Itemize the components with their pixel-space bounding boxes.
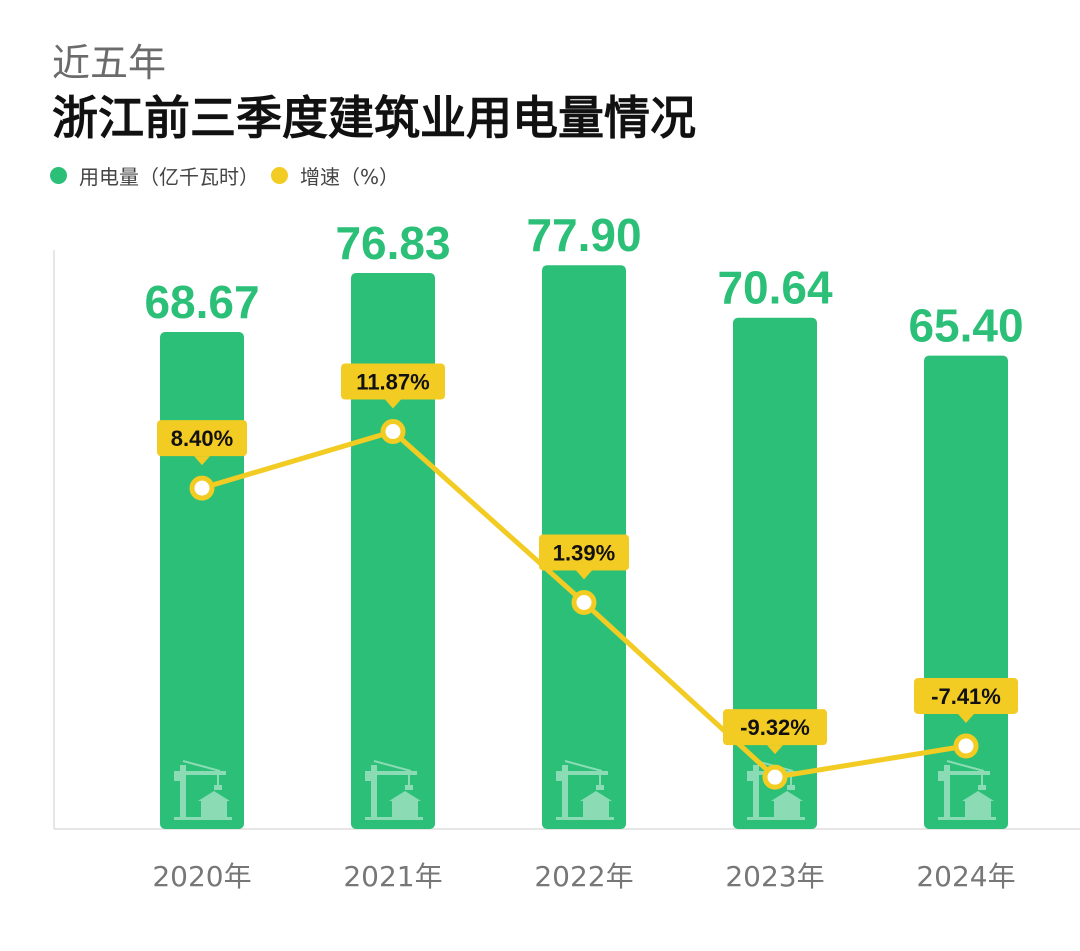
house-body bbox=[774, 801, 800, 817]
x-tick-label-1: 2021年 bbox=[343, 860, 442, 893]
chart-subtitle: 近五年 bbox=[52, 41, 167, 85]
growth-value-label-4: -7.41% bbox=[931, 684, 1001, 709]
legend-label-growth: 增速（%） bbox=[300, 165, 400, 189]
crane-counterweight bbox=[365, 775, 377, 781]
ground-line bbox=[174, 817, 232, 820]
legend-dot-power bbox=[50, 167, 67, 184]
house-roof bbox=[962, 791, 994, 801]
growth-callout-pointer-0 bbox=[194, 456, 210, 466]
growth-callout-1 bbox=[341, 363, 445, 400]
crane-cable-top bbox=[182, 760, 221, 772]
crane-mast bbox=[562, 765, 568, 817]
x-tick-label-0: 2020年 bbox=[152, 860, 251, 893]
x-tick-label-4: 2024年 bbox=[916, 860, 1015, 893]
house-roof bbox=[389, 791, 421, 801]
growth-point-1 bbox=[380, 419, 406, 445]
bar-value-label-2: 77.90 bbox=[526, 209, 641, 261]
growth-value-label-3: -9.32% bbox=[740, 715, 810, 740]
bar-0 bbox=[160, 332, 244, 829]
growth-point-2 bbox=[571, 589, 597, 615]
growth-callout-4 bbox=[914, 677, 1018, 714]
crane-jib bbox=[556, 771, 608, 775]
crane-hook bbox=[405, 785, 413, 790]
crane-cable-top bbox=[564, 760, 603, 772]
crane-mast bbox=[180, 765, 186, 817]
growth-value-label-2: 1.39% bbox=[553, 540, 615, 565]
growth-callout-2 bbox=[539, 534, 629, 571]
crane-counterweight bbox=[747, 775, 759, 781]
legend-item-power: 用电量（亿千瓦时） bbox=[50, 161, 259, 190]
ground-line bbox=[747, 817, 805, 820]
growth-value-label-1: 11.87% bbox=[356, 370, 429, 395]
house-roof bbox=[771, 791, 803, 801]
house-roof bbox=[198, 791, 230, 801]
header: 近五年 浙江前三季度建筑业用电量情况 bbox=[52, 40, 696, 146]
x-tick-label-2: 2022年 bbox=[534, 860, 633, 893]
crane-icon-4 bbox=[938, 760, 996, 820]
ground-line bbox=[365, 817, 423, 820]
crane-counterweight bbox=[174, 775, 186, 781]
crane-hook bbox=[787, 785, 795, 790]
house-body bbox=[201, 801, 227, 817]
legend: 用电量（亿千瓦时） 增速（%） bbox=[50, 161, 411, 190]
legend-label-power: 用电量（亿千瓦时） bbox=[79, 165, 259, 189]
crane-mast bbox=[371, 765, 377, 817]
crane-hook bbox=[978, 785, 986, 790]
crane-hook bbox=[214, 785, 222, 790]
bar-value-label-1: 76.83 bbox=[335, 217, 450, 269]
growth-callout-3 bbox=[723, 709, 827, 746]
house-roof bbox=[580, 791, 612, 801]
crane-mast bbox=[944, 765, 950, 817]
growth-callout-pointer-1 bbox=[385, 399, 401, 409]
crane-hook bbox=[596, 785, 604, 790]
growth-point-0 bbox=[189, 475, 215, 501]
growth-callout-0 bbox=[157, 420, 247, 457]
bar-3 bbox=[733, 317, 817, 829]
crane-counterweight bbox=[556, 775, 568, 781]
growth-point-3 bbox=[762, 764, 788, 790]
growth-point-4 bbox=[953, 733, 979, 759]
crane-mast bbox=[753, 765, 759, 817]
legend-item-growth: 增速（%） bbox=[271, 161, 399, 190]
crane-counterweight bbox=[938, 775, 950, 781]
crane-cable-top bbox=[946, 760, 985, 772]
x-tick-label-3: 2023年 bbox=[725, 860, 824, 893]
growth-callout-pointer-4 bbox=[958, 713, 974, 723]
growth-callout-pointer-3 bbox=[767, 745, 783, 755]
house-body bbox=[965, 801, 991, 817]
crane-jib bbox=[174, 771, 226, 775]
growth-value-label-0: 8.40% bbox=[171, 426, 233, 451]
house-body bbox=[583, 801, 609, 817]
ground-line bbox=[556, 817, 614, 820]
chart-title: 浙江前三季度建筑业用电量情况 bbox=[52, 91, 696, 145]
crane-jib bbox=[365, 771, 417, 775]
crane-icon-2 bbox=[556, 760, 614, 820]
bar-value-label-0: 68.67 bbox=[144, 276, 259, 328]
crane-jib bbox=[938, 771, 990, 775]
crane-icon-0 bbox=[174, 760, 232, 820]
crane-icon-1 bbox=[365, 760, 423, 820]
crane-cable-top bbox=[373, 760, 412, 772]
bar-value-label-4: 65.40 bbox=[908, 300, 1023, 352]
legend-dot-growth bbox=[271, 167, 288, 184]
ground-line bbox=[938, 817, 996, 820]
bar-1 bbox=[351, 272, 435, 829]
bar-value-label-3: 70.64 bbox=[717, 262, 833, 314]
growth-callout-pointer-2 bbox=[576, 570, 592, 580]
house-body bbox=[392, 801, 418, 817]
